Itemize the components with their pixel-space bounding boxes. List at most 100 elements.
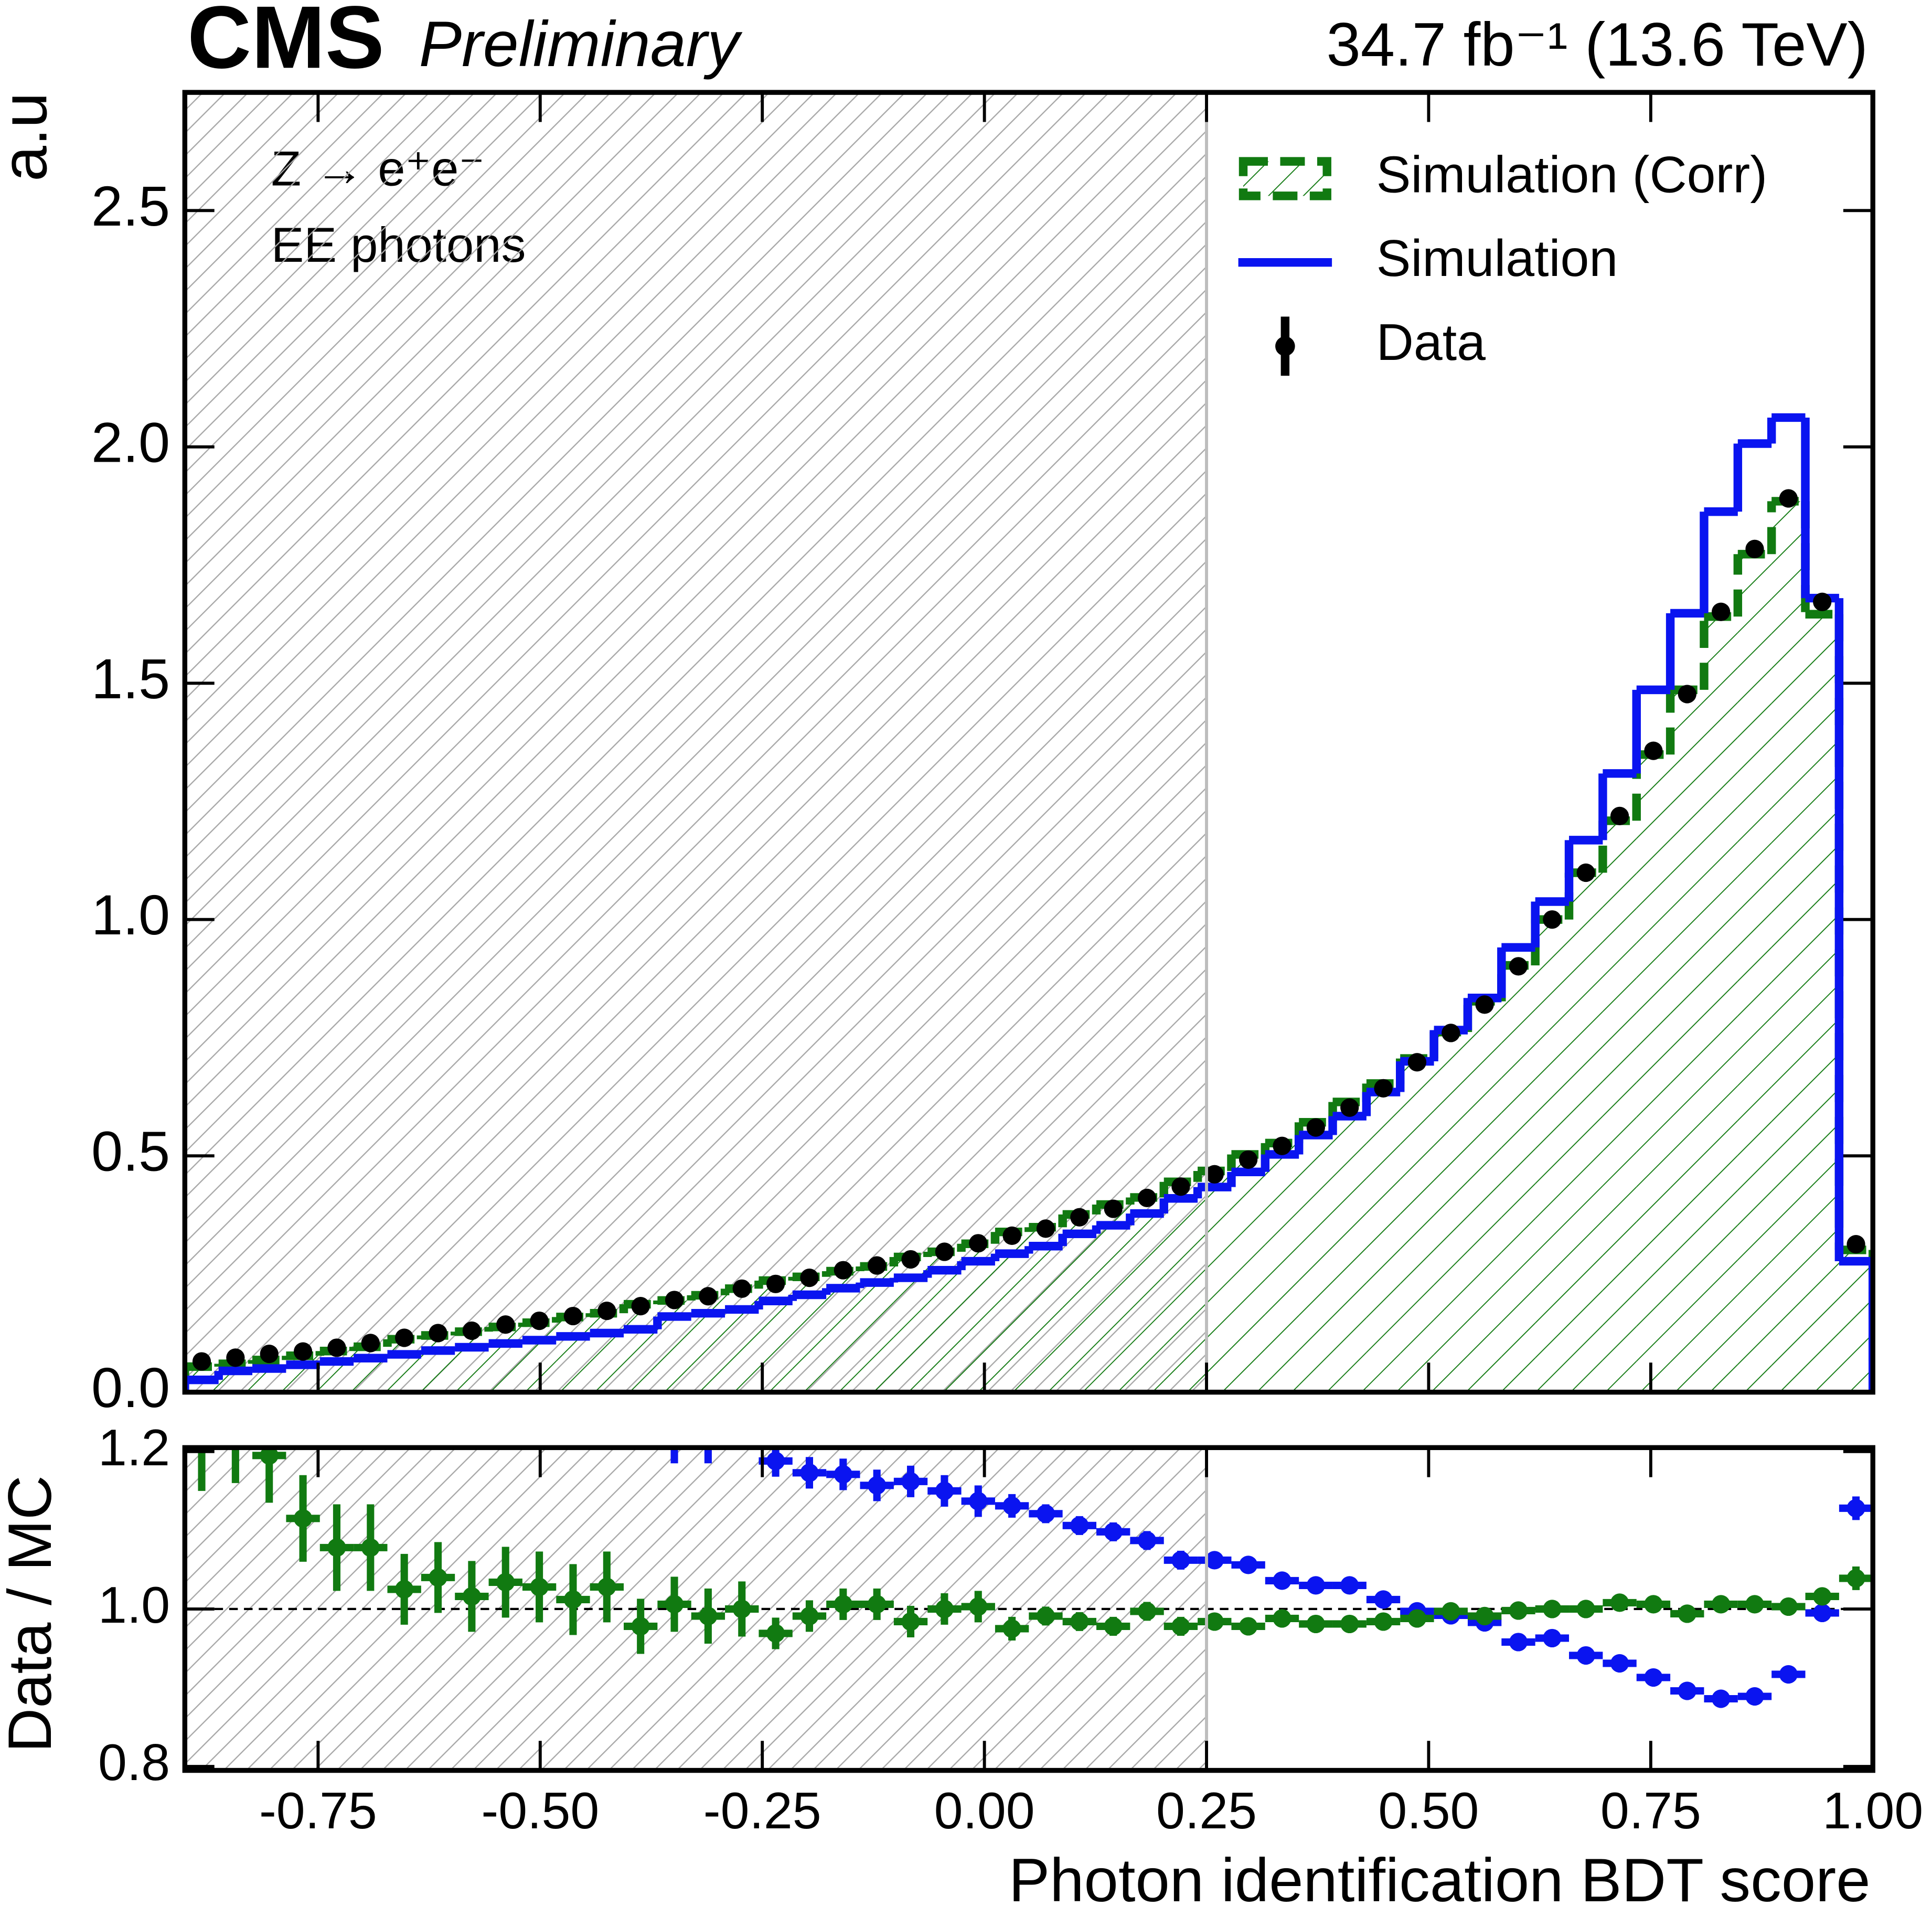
ratio-point bbox=[1543, 1600, 1562, 1618]
ratio-point bbox=[834, 1595, 852, 1614]
data-point bbox=[800, 1268, 819, 1287]
ratio-point bbox=[1340, 1614, 1359, 1634]
legend-label: Simulation bbox=[1376, 229, 1618, 287]
ratio-point bbox=[361, 1538, 380, 1557]
histogram-fill bbox=[1467, 1001, 1502, 1392]
ratio-point bbox=[935, 1482, 954, 1500]
ratio-point bbox=[1846, 1569, 1865, 1588]
data-point bbox=[1171, 1177, 1190, 1196]
ratio-point bbox=[1273, 1609, 1291, 1628]
data-point bbox=[901, 1250, 920, 1269]
ratio-point bbox=[1306, 1614, 1325, 1634]
ratio-point bbox=[901, 1472, 920, 1491]
x-tick-label: 1.00 bbox=[1822, 1782, 1923, 1839]
ratio-point bbox=[1036, 1606, 1055, 1626]
data-point bbox=[361, 1334, 380, 1352]
ratio-point bbox=[1205, 1551, 1224, 1570]
y-tick-label: 2.5 bbox=[91, 174, 170, 238]
ratio-point bbox=[1070, 1516, 1089, 1535]
y-tick-label: 0.0 bbox=[91, 1356, 170, 1419]
data-point bbox=[1644, 741, 1663, 760]
ratio-point bbox=[1644, 1595, 1663, 1614]
ratio-point bbox=[1002, 1496, 1021, 1515]
ratio-point bbox=[429, 1568, 447, 1587]
ratio-point bbox=[260, 1447, 279, 1465]
data-point bbox=[1543, 910, 1562, 929]
data-point bbox=[1340, 1098, 1359, 1117]
ratio-point bbox=[1678, 1604, 1696, 1623]
ratio-point bbox=[563, 1590, 583, 1609]
data-point bbox=[1779, 489, 1798, 508]
histogram-fill bbox=[488, 1327, 522, 1392]
data-point bbox=[1745, 539, 1764, 559]
histogram-fill bbox=[1670, 689, 1704, 1392]
histogram-fill bbox=[1737, 554, 1772, 1392]
y-tick-label: 1.2 bbox=[98, 1419, 170, 1476]
data-point bbox=[1239, 1150, 1258, 1169]
ratio-point bbox=[1104, 1617, 1123, 1636]
x-tick-label: 0.75 bbox=[1600, 1782, 1701, 1839]
data-point bbox=[1813, 592, 1832, 611]
ratio-point bbox=[868, 1595, 887, 1614]
ratio-point bbox=[1509, 1601, 1528, 1620]
data-point bbox=[969, 1234, 988, 1253]
histogram-fill bbox=[455, 1332, 489, 1392]
x-axis-label: Photon identification BDT score bbox=[1009, 1846, 1871, 1914]
y-tick-label: 1.0 bbox=[98, 1576, 170, 1634]
legend-label: Data bbox=[1376, 313, 1486, 371]
data-point bbox=[1306, 1118, 1325, 1137]
data-point bbox=[395, 1328, 414, 1347]
histogram-fill bbox=[961, 1243, 995, 1392]
ratio-point bbox=[1610, 1654, 1629, 1673]
ratio-point bbox=[1712, 1595, 1731, 1614]
histogram-fill bbox=[387, 1339, 421, 1392]
data-point bbox=[1712, 602, 1731, 621]
histogram-fill bbox=[1771, 501, 1806, 1392]
data-point bbox=[1070, 1208, 1089, 1227]
histogram-fill bbox=[1198, 1170, 1232, 1392]
ratio-point bbox=[530, 1578, 549, 1596]
histogram-fill bbox=[1130, 1197, 1164, 1392]
data-point bbox=[1002, 1226, 1021, 1245]
data-point bbox=[1137, 1188, 1157, 1207]
histogram-fill bbox=[556, 1317, 590, 1392]
histogram-fill bbox=[1265, 1143, 1299, 1392]
legend-swatch bbox=[1275, 336, 1295, 356]
y-axis-label: Data / MC bbox=[0, 1475, 64, 1752]
data-point bbox=[834, 1261, 852, 1280]
histogram-fill bbox=[1501, 965, 1535, 1392]
data-point bbox=[1036, 1219, 1055, 1238]
ratio-point bbox=[1374, 1590, 1393, 1609]
histogram-fill bbox=[1062, 1214, 1097, 1392]
ratio-point bbox=[1171, 1617, 1190, 1636]
histogram-fill bbox=[1029, 1227, 1063, 1392]
x-tick-label: 0.00 bbox=[934, 1782, 1035, 1839]
ratio-point bbox=[1576, 1600, 1595, 1618]
data-point bbox=[496, 1315, 515, 1334]
plot-area bbox=[185, 1403, 1873, 1771]
data-point bbox=[935, 1242, 954, 1261]
data-point bbox=[1509, 957, 1528, 976]
ratio-point bbox=[597, 1578, 616, 1596]
histogram-fill bbox=[1299, 1122, 1333, 1392]
ratio-point bbox=[1712, 1689, 1731, 1708]
ratio-point bbox=[733, 1403, 751, 1421]
ratio-point bbox=[732, 1600, 751, 1618]
data-point bbox=[1576, 863, 1595, 882]
x-tick-label: 0.50 bbox=[1378, 1782, 1479, 1839]
histogram-fill bbox=[995, 1232, 1029, 1392]
ratio-point bbox=[1543, 1628, 1562, 1648]
histogram-fill bbox=[354, 1347, 388, 1392]
ratio-point bbox=[1306, 1576, 1325, 1595]
lumi-label: 34.7 fb⁻¹ (13.6 TeV) bbox=[1327, 10, 1868, 79]
histogram-fill bbox=[1164, 1181, 1198, 1392]
ratio-point bbox=[868, 1476, 887, 1495]
data-point bbox=[868, 1256, 887, 1275]
ratio-point bbox=[935, 1600, 954, 1618]
histogram-fill bbox=[725, 1288, 759, 1392]
histogram-fill bbox=[1603, 821, 1637, 1392]
data-point bbox=[429, 1324, 447, 1343]
histogram-fill bbox=[590, 1313, 624, 1392]
